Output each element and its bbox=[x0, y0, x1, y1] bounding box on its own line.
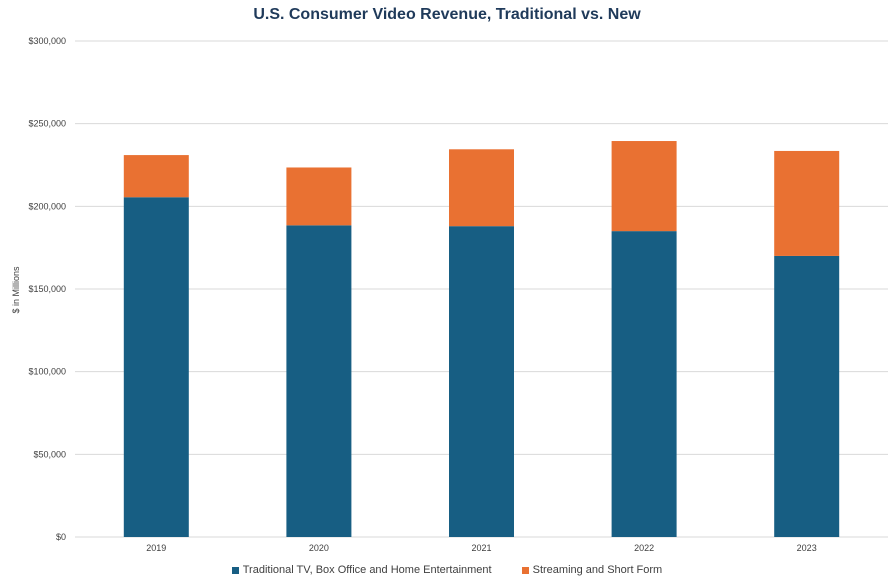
legend-item-traditional: Traditional TV, Box Office and Home Ente… bbox=[231, 564, 492, 576]
bar-traditional bbox=[123, 197, 189, 538]
bar-traditional bbox=[286, 225, 352, 537]
bar-streaming bbox=[774, 150, 840, 256]
x-tick-label: 2022 bbox=[634, 543, 654, 553]
x-tick-label: 2023 bbox=[797, 543, 817, 553]
bars bbox=[123, 141, 840, 538]
y-tick-label: $300,000 bbox=[28, 36, 66, 46]
legend-item-streaming: Streaming and Short Form bbox=[521, 564, 663, 576]
bar-streaming bbox=[286, 167, 352, 226]
legend: Traditional TV, Box Office and Home Ente… bbox=[0, 564, 894, 576]
legend-swatch-traditional bbox=[231, 566, 239, 574]
chart-title: U.S. Consumer Video Revenue, Traditional… bbox=[253, 6, 641, 23]
y-tick-label: $0 bbox=[56, 532, 66, 542]
legend-label-traditional: Traditional TV, Box Office and Home Ente… bbox=[242, 564, 492, 576]
y-axis-tick-labels: $0 $50,000 $100,000 $150,000 $200,000 $250,00… bbox=[28, 36, 66, 542]
bar-streaming bbox=[449, 149, 514, 227]
bar-streaming bbox=[123, 155, 189, 198]
bar-traditional bbox=[774, 255, 840, 537]
bar-traditional bbox=[449, 226, 514, 537]
y-tick-label: $50,000 bbox=[33, 449, 66, 459]
y-axis-label: $ in Millions bbox=[11, 266, 21, 314]
y-tick-label: $250,000 bbox=[28, 119, 66, 129]
x-axis-tick-labels: 2019 2020 2021 2022 2023 bbox=[146, 543, 816, 553]
x-tick-label: 2020 bbox=[309, 543, 329, 553]
legend-swatch-streaming bbox=[521, 566, 529, 574]
x-tick-label: 2021 bbox=[471, 543, 491, 553]
bar-streaming bbox=[611, 141, 677, 232]
y-tick-label: $150,000 bbox=[28, 284, 66, 294]
legend-label-streaming: Streaming and Short Form bbox=[532, 564, 663, 576]
chart-plot: $0 $50,000 $100,000 $150,000 $200,000 $250,00… bbox=[11, 36, 888, 553]
y-tick-label: $200,000 bbox=[28, 201, 66, 211]
x-tick-label: 2019 bbox=[146, 543, 166, 553]
y-tick-label: $100,000 bbox=[28, 367, 66, 377]
bar-traditional bbox=[611, 231, 677, 537]
